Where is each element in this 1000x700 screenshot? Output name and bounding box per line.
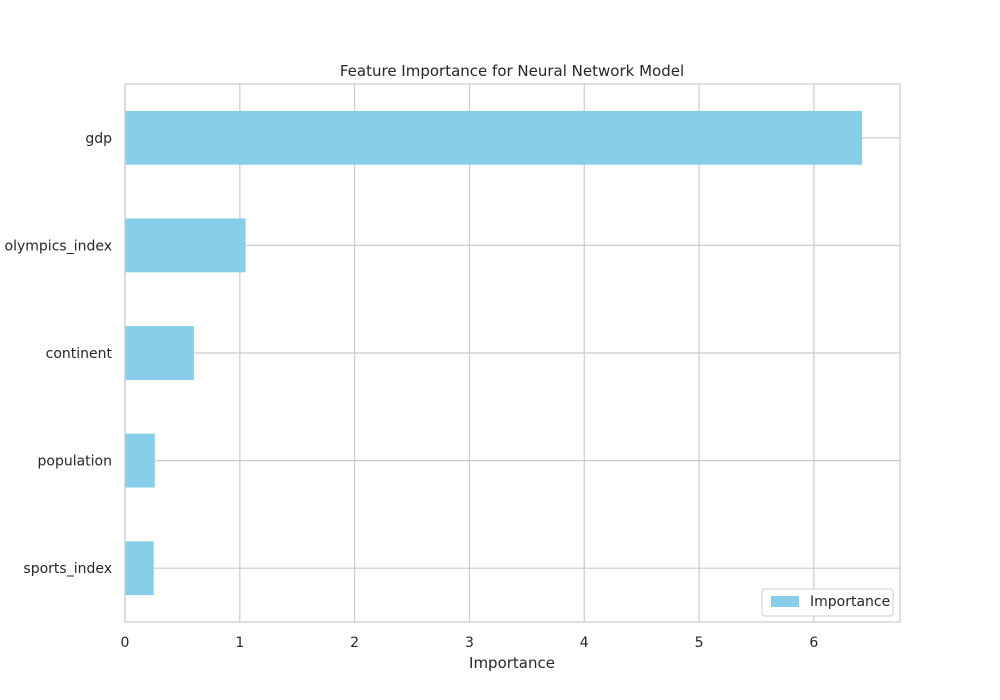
legend-swatch	[771, 596, 799, 607]
legend-label: Importance	[810, 594, 890, 610]
bar-olympics_index[interactable]	[125, 218, 246, 273]
y-tick-label: gdp	[85, 131, 112, 147]
bars	[125, 110, 863, 596]
x-axis-label: Importance	[469, 654, 555, 672]
bar-sports_index[interactable]	[125, 541, 154, 596]
x-tick-label: 1	[235, 635, 244, 651]
x-tick-labels: 0 1 2 3 4 5 6	[121, 635, 819, 651]
x-tick-label: 0	[121, 635, 130, 651]
x-tick-label: 4	[580, 635, 589, 651]
x-tick-label: 2	[350, 635, 359, 651]
bar-population[interactable]	[125, 433, 155, 488]
chart-title: Feature Importance for Neural Network Mo…	[340, 62, 684, 80]
y-tick-label: sports_index	[23, 561, 112, 577]
x-tick-label: 3	[465, 635, 474, 651]
y-tick-label: olympics_index	[5, 238, 112, 254]
bar-continent[interactable]	[125, 326, 194, 380]
plot-frame	[124, 83, 901, 623]
y-tick-label: population	[38, 454, 113, 470]
x-tick-label: 5	[695, 635, 704, 651]
legend[interactable]: Importance	[761, 588, 894, 617]
x-tick-label: 6	[809, 635, 818, 651]
legend-box	[761, 588, 894, 617]
bar-gdp[interactable]	[125, 110, 863, 165]
y-tick-label: continent	[46, 346, 113, 362]
y-tick-labels: gdp olympics_index continent population spor…	[5, 131, 113, 577]
